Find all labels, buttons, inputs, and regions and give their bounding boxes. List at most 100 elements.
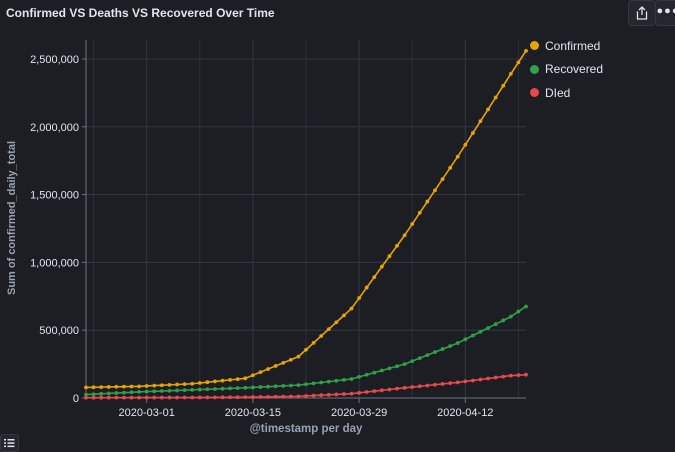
data-point-confirmed <box>311 340 316 345</box>
data-point-recovered <box>508 314 513 319</box>
data-point-recovered <box>91 392 96 397</box>
legend-item-recovered[interactable]: Recovered <box>530 58 603 82</box>
data-point-recovered <box>159 389 164 393</box>
data-point-confirmed <box>319 334 324 338</box>
data-point-died <box>205 395 210 400</box>
data-point-recovered <box>213 387 217 391</box>
data-point-died <box>106 395 111 400</box>
y-tick-label: 2,500,000 <box>30 54 79 66</box>
data-point-recovered <box>448 344 453 348</box>
data-point-recovered <box>319 380 324 385</box>
data-point-recovered <box>410 359 415 363</box>
data-point-confirmed <box>508 72 513 76</box>
data-point-died <box>296 394 301 399</box>
data-point-confirmed <box>516 60 521 65</box>
data-point-recovered <box>342 377 346 382</box>
data-point-confirmed <box>463 142 468 147</box>
data-point-died <box>357 390 362 395</box>
data-point-confirmed <box>417 210 422 215</box>
data-point-confirmed <box>99 385 104 390</box>
data-point-confirmed <box>501 83 506 88</box>
data-point-recovered <box>288 383 293 388</box>
data-point-died <box>167 395 172 400</box>
data-point-died <box>281 394 286 399</box>
data-point-died <box>425 383 430 388</box>
legend-toggle-button[interactable] <box>0 434 19 452</box>
data-point-died <box>470 378 475 383</box>
data-point-confirmed <box>410 222 415 226</box>
x-tick-label: 2020-04-12 <box>437 407 493 419</box>
data-point-died <box>266 394 270 399</box>
data-point-recovered <box>433 350 437 354</box>
data-point-died <box>159 395 164 400</box>
x-axis-label: @timestamp per day <box>250 423 363 435</box>
chart-legend: Confirmed Recovered DIed <box>530 34 603 105</box>
data-point-died <box>91 395 96 400</box>
data-point-confirmed <box>402 233 407 238</box>
data-point-confirmed <box>266 367 270 371</box>
data-point-recovered <box>114 391 119 395</box>
chart-grid <box>86 40 526 399</box>
data-point-recovered <box>281 383 286 388</box>
data-point-recovered <box>417 356 422 360</box>
data-point-recovered <box>501 318 506 323</box>
data-point-confirmed <box>122 384 126 389</box>
data-point-died <box>144 395 149 400</box>
data-point-died <box>175 395 179 400</box>
data-point-recovered <box>250 385 255 390</box>
data-point-died <box>190 395 195 400</box>
legend-item-confirmed[interactable]: Confirmed <box>530 34 603 58</box>
data-point-recovered <box>357 374 362 379</box>
data-point-recovered <box>493 322 498 327</box>
data-point-died <box>463 379 468 384</box>
data-point-recovered <box>197 387 202 392</box>
more-options-icon: ●●● <box>656 4 675 17</box>
data-point-died <box>364 390 369 394</box>
data-point-confirmed <box>440 177 445 181</box>
data-point-recovered <box>326 379 331 384</box>
y-tick-label: 0 <box>73 393 79 405</box>
data-point-confirmed <box>114 384 119 389</box>
data-point-confirmed <box>448 165 453 170</box>
data-point-died <box>372 389 377 394</box>
legend-item-died[interactable]: DIed <box>530 81 603 105</box>
data-point-died <box>516 373 521 378</box>
data-point-recovered <box>144 389 149 394</box>
data-point-confirmed <box>152 383 157 388</box>
data-point-confirmed <box>455 154 460 159</box>
data-point-died <box>524 372 528 377</box>
data-point-recovered <box>190 387 195 392</box>
data-point-confirmed <box>342 313 346 318</box>
data-point-confirmed <box>288 357 293 362</box>
legend-label: Recovered <box>545 62 604 77</box>
data-point-confirmed <box>326 327 331 332</box>
data-point-died <box>235 395 240 400</box>
share-icon <box>636 6 648 20</box>
data-point-died <box>493 375 498 380</box>
data-point-died <box>448 381 453 386</box>
data-point-recovered <box>349 377 354 381</box>
data-point-died <box>410 385 415 389</box>
data-point-confirmed <box>379 264 384 269</box>
x-tick-label: 2020-03-01 <box>119 407 175 419</box>
more-options-button[interactable]: ●●● <box>655 0 675 26</box>
panel-title: Confirmed VS Deaths VS Recovered Over Ti… <box>6 6 275 20</box>
data-point-confirmed <box>167 382 172 387</box>
data-point-died <box>220 395 225 400</box>
y-axis-label: Sum of confirmed_daily_total <box>6 141 18 295</box>
data-point-recovered <box>304 382 308 387</box>
data-point-confirmed <box>182 382 187 387</box>
data-point-confirmed <box>129 384 134 389</box>
data-point-confirmed <box>243 376 248 381</box>
data-point-died <box>334 392 339 397</box>
data-point-died <box>501 374 506 379</box>
data-point-died <box>387 387 392 392</box>
data-point-died <box>258 395 263 399</box>
data-point-died <box>433 382 437 387</box>
data-point-died <box>342 392 346 396</box>
data-point-confirmed <box>334 320 339 325</box>
data-point-died <box>250 395 255 399</box>
y-tick-label: 500,000 <box>39 325 79 337</box>
data-point-confirmed <box>433 188 437 193</box>
